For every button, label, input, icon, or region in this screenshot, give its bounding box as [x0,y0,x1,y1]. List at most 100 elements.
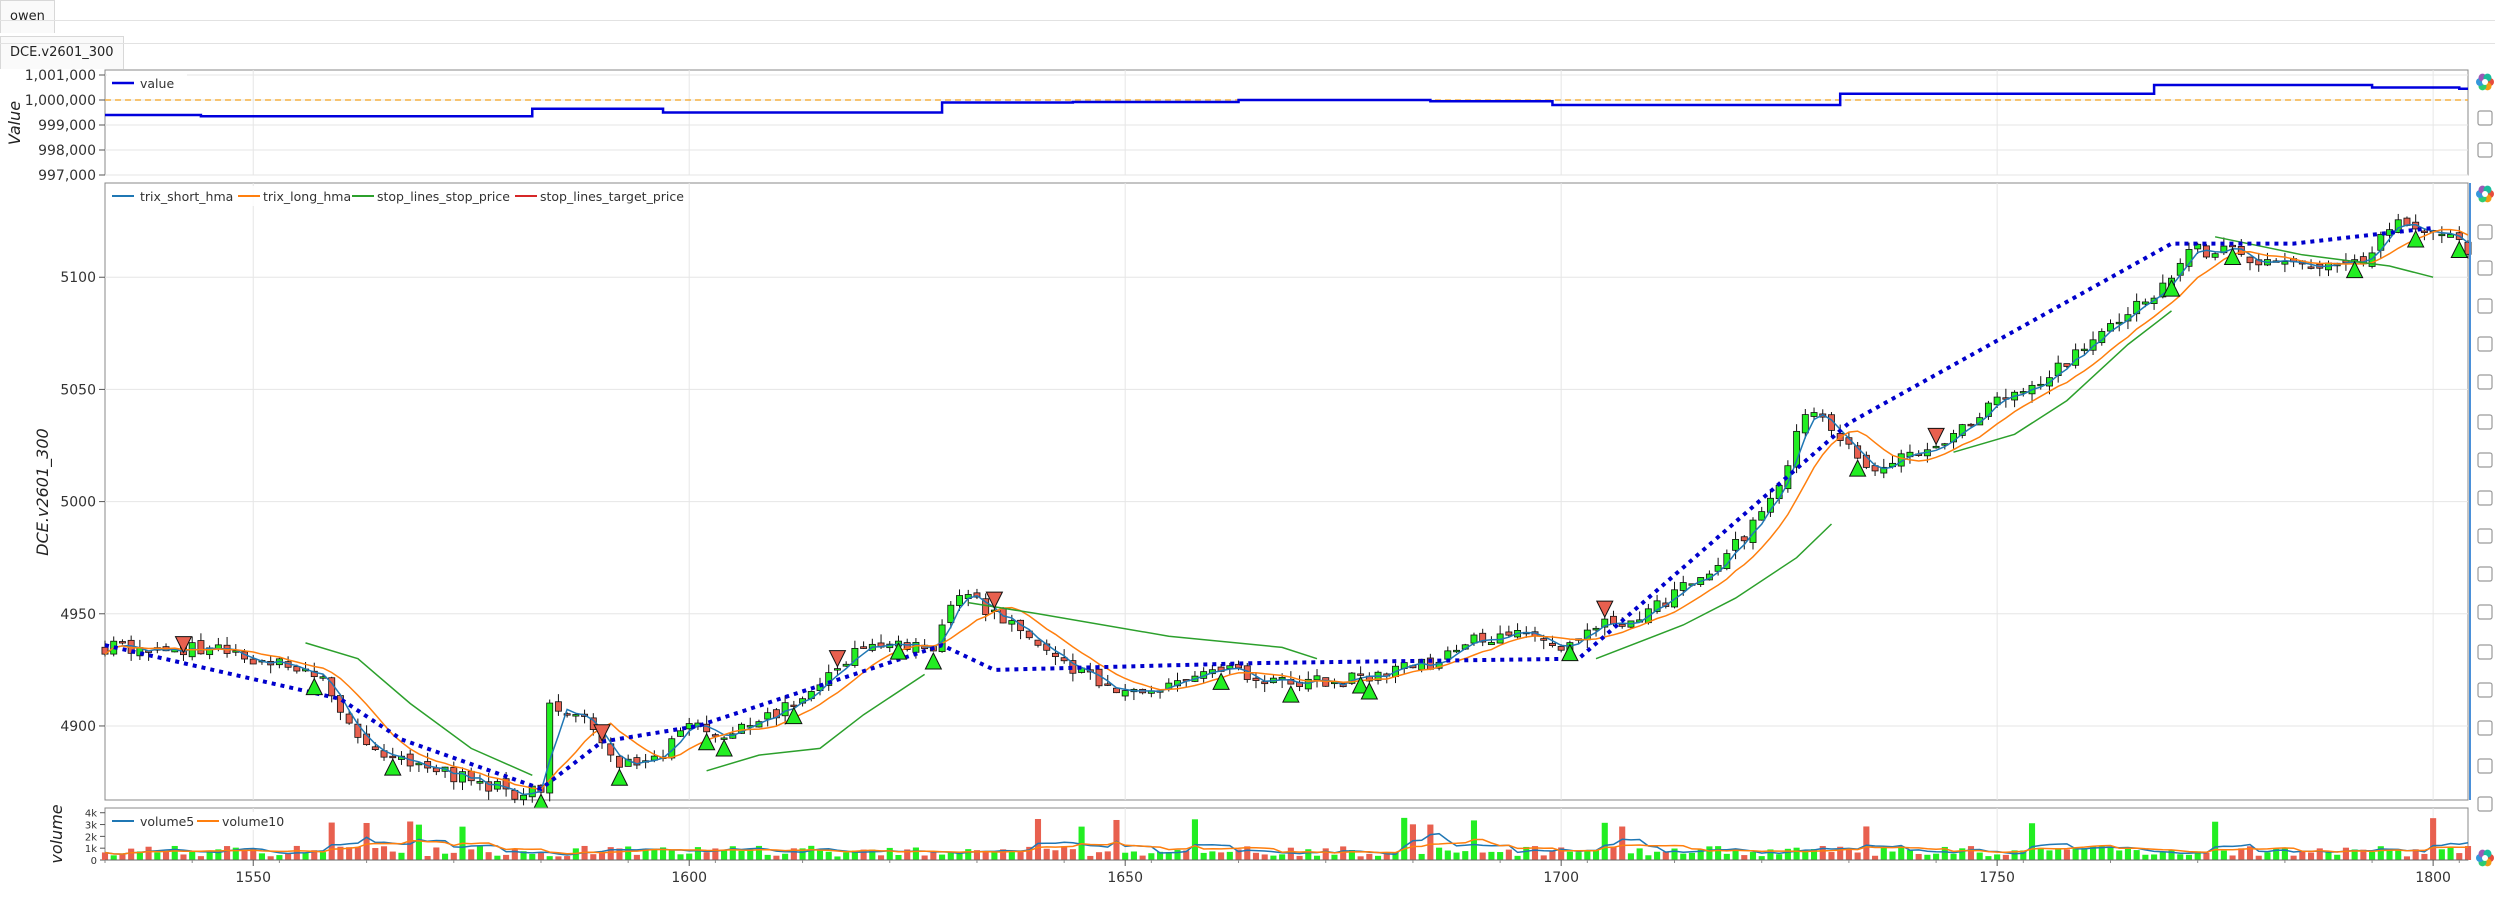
volume-bar [154,852,161,860]
price-tick-label: 4950 [60,607,96,623]
buy-triangle-marker [2406,229,2425,248]
volume-bar [232,847,239,860]
volume-bar [869,849,876,860]
volume-tick-label: 0 [91,856,97,867]
volume-bar [1540,855,1547,860]
volume-bar [372,848,379,860]
volume-tick-label: 1k [85,844,97,855]
volume-bar [1409,824,1416,860]
sell-triangle-marker [1595,600,1614,619]
volume-bar [1235,849,1242,860]
volume-bar [2238,848,2245,860]
volume-bar [1061,846,1068,860]
volume-bar [1000,849,1007,860]
stop-price-line [968,601,1318,660]
volume-bar [119,854,126,860]
candle-body [371,746,379,751]
volume-bar [825,851,832,860]
candle-body [2185,249,2193,267]
volume-bar [1034,818,1042,860]
volume-bar [790,848,797,860]
bokeh-logo-icon[interactable] [2476,73,2494,91]
hover-icon[interactable] [2477,682,2493,698]
x-tick-label: 1650 [1107,870,1143,886]
volume-bar [2421,853,2428,860]
candle-body [1592,627,1600,631]
volume-bar [1270,855,1277,860]
buy-triangle-marker [1212,672,1230,690]
volume-bar [1296,855,1303,860]
hover-icon[interactable] [2477,644,2493,660]
volume-bar [1967,846,1975,860]
volume-bar [1845,848,1852,860]
candle-body [1758,511,1766,521]
buy-triangle-marker [2345,260,2364,279]
redo-icon[interactable] [2477,374,2493,390]
sell-triangle-marker [985,591,1004,610]
volume-bar [1706,846,1713,860]
volume-bar [2124,847,2131,860]
sell-triangle-marker [1927,427,1945,446]
wheel-zoom-icon[interactable] [2477,298,2493,314]
price-grid [105,183,2468,800]
save-icon[interactable] [2477,452,2493,468]
volume-bar [1357,856,1364,860]
crosshair-icon[interactable] [2477,796,2493,812]
candle-body [520,794,527,801]
price-legend: trix_short_hma trix_long_hma stop_lines_… [107,186,684,206]
volume-bar [1331,854,1338,860]
buy-triangle-marker [2162,279,2181,297]
candle-body [947,604,955,624]
volume-bar [1069,849,1076,860]
hover-icon[interactable] [2477,490,2493,506]
volume-bar [354,846,361,860]
volume-bar [2046,850,2053,860]
volume-bar [851,850,858,860]
stop-price-line [706,673,926,772]
volume-bar [1366,853,1373,860]
candle-body [1793,430,1801,468]
volume-bar [2229,855,2236,860]
buy-triangle-marker [697,732,716,751]
hover-icon[interactable] [2477,528,2493,544]
volume-bar [1592,850,1600,860]
volume-bar [982,852,989,860]
bokeh-logo-icon[interactable] [2476,849,2494,867]
hover-icon[interactable] [2477,566,2493,582]
volume-bar [215,849,222,860]
tab-symbol[interactable]: DCE.v2601_300 [0,36,124,69]
volume-bar [1566,851,1573,860]
candle-body [1958,424,1966,436]
pan-icon[interactable] [2477,110,2493,126]
candle-body [1653,600,1661,612]
volume-bar [1008,850,1015,860]
volume-bar [529,853,536,860]
legend-label-trix-long: trix_long_hma [263,189,351,204]
bokeh-logo-icon[interactable] [2476,185,2494,203]
more-icon[interactable] [2477,142,2493,158]
pan-icon[interactable] [2477,224,2493,240]
candle-body [450,766,458,783]
buy-triangle-marker [2450,240,2469,258]
reset-icon[interactable] [2477,414,2493,430]
candle-body [1479,632,1487,643]
volume-bar [1514,855,1521,860]
volume-bar [2185,854,2193,860]
hover-icon[interactable] [2477,758,2493,774]
volume-bar [2290,855,2297,860]
volume-bar [2072,847,2079,860]
candle-body [1348,672,1356,684]
hover-icon[interactable] [2477,720,2493,736]
volume-bar [2369,851,2376,860]
buy-triangle-marker [1561,643,1579,662]
tab-rule [0,43,2495,44]
volume-bar [1505,849,1512,860]
box-zoom-icon[interactable] [2477,260,2493,276]
undo-icon[interactable] [2477,336,2493,352]
volume-bar [686,853,693,860]
volume-bar [1741,855,1748,860]
hover-icon[interactable] [2477,604,2493,620]
volume-bar [476,846,483,860]
volume-bar [136,851,143,860]
